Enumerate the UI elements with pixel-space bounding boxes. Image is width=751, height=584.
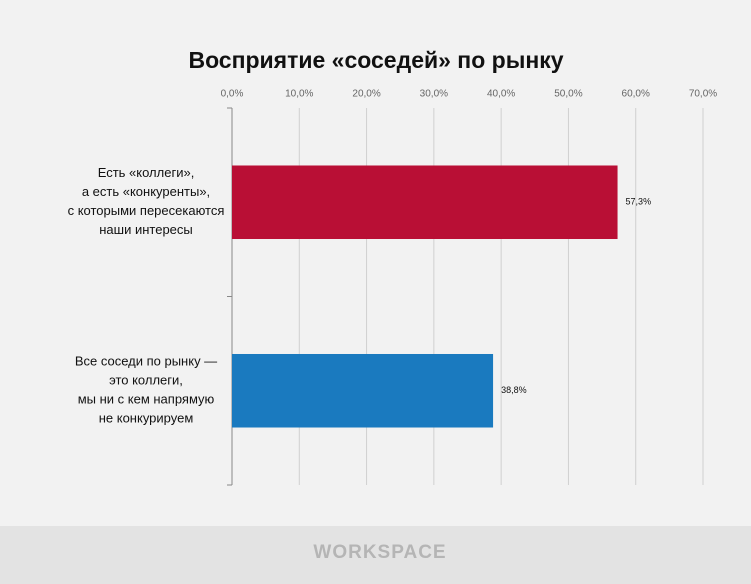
x-tick-label: 10,0% xyxy=(285,89,313,100)
x-tick-label: 70,0% xyxy=(689,89,717,100)
y-tick-label: Все соседи по рынку — это коллеги, мы ни с… xyxy=(75,354,217,426)
x-tick-label: 40,0% xyxy=(487,89,515,100)
value-label: 57,3% xyxy=(626,197,652,207)
bar xyxy=(232,353,494,428)
chart-title: Восприятие «соседей» по рынку xyxy=(188,47,563,73)
bar xyxy=(232,165,618,240)
x-tick-label: 0,0% xyxy=(221,89,244,100)
x-tick-label: 60,0% xyxy=(622,89,650,100)
x-tick-label: 20,0% xyxy=(352,89,380,100)
value-label: 38,8% xyxy=(501,385,527,395)
y-tick-label: Есть «коллеги», а есть «конкуренты», с кот… xyxy=(68,165,225,237)
background xyxy=(0,0,751,526)
x-tick-label: 30,0% xyxy=(420,89,448,100)
footer-logo: WORKSPACE xyxy=(313,542,446,563)
footer-band xyxy=(0,526,751,584)
x-tick-label: 50,0% xyxy=(554,89,582,100)
